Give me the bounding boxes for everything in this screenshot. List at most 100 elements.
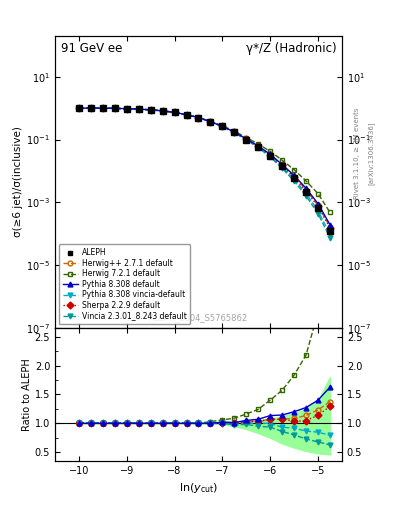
Vincia 2.3.01_8.243 default [184,112,189,118]
Herwig++ 2.7.1 default [136,106,141,112]
Pythia 8.308 default [160,108,165,114]
Pythia 8.308 vincia-default [232,130,237,136]
Pythia 8.308 vincia-default [148,107,153,113]
Sherpa 2.2.9 default [268,152,273,158]
Herwig++ 2.7.1 default [280,162,285,168]
Herwig 7.2.1 default [136,106,141,112]
Pythia 8.308 default [184,112,189,118]
Herwig 7.2.1 default [316,190,320,197]
Herwig++ 2.7.1 default [125,105,129,112]
Pythia 8.308 default [136,106,141,112]
Herwig 7.2.1 default [232,128,237,134]
Line: Herwig 7.2.1 default: Herwig 7.2.1 default [77,105,332,215]
Herwig 7.2.1 default [304,178,309,184]
Y-axis label: σ(≥6 jet)/σ(inclusive): σ(≥6 jet)/σ(inclusive) [13,126,24,238]
Pythia 8.308 default [88,105,93,111]
Vincia 2.3.01_8.243 default [148,107,153,113]
Herwig 7.2.1 default [112,105,117,112]
Herwig 7.2.1 default [172,110,177,116]
Herwig++ 2.7.1 default [256,143,261,150]
Herwig 7.2.1 default [220,123,225,129]
Sherpa 2.2.9 default [304,188,309,194]
Herwig 7.2.1 default [196,115,201,121]
Pythia 8.308 default [256,143,261,149]
Pythia 8.308 default [292,173,296,179]
Herwig++ 2.7.1 default [88,105,93,111]
Text: [arXiv:1306.3436]: [arXiv:1306.3436] [367,122,374,185]
Vincia 2.3.01_8.243 default [280,165,285,172]
Pythia 8.308 vincia-default [125,105,129,112]
Legend: ALEPH, Herwig++ 2.7.1 default, Herwig 7.2.1 default, Pythia 8.308 default, Pythi: ALEPH, Herwig++ 2.7.1 default, Herwig 7.… [59,244,191,324]
Pythia 8.308 vincia-default [292,176,296,182]
Herwig 7.2.1 default [244,135,249,141]
Vincia 2.3.01_8.243 default [136,106,141,112]
Pythia 8.308 default [232,129,237,135]
Pythia 8.308 default [101,105,105,111]
Pythia 8.308 default [77,105,81,111]
Sherpa 2.2.9 default [292,175,296,181]
Pythia 8.308 vincia-default [184,112,189,118]
Vincia 2.3.01_8.243 default [256,144,261,151]
Sherpa 2.2.9 default [160,108,165,114]
Pythia 8.308 vincia-default [77,105,81,111]
Sherpa 2.2.9 default [148,107,153,113]
Pythia 8.308 default [244,136,249,142]
Vincia 2.3.01_8.243 default [292,178,296,184]
Sherpa 2.2.9 default [244,136,249,142]
Sherpa 2.2.9 default [172,110,177,116]
Herwig++ 2.7.1 default [268,152,273,158]
Herwig++ 2.7.1 default [172,110,177,116]
Herwig++ 2.7.1 default [316,202,320,208]
Pythia 8.308 default [172,110,177,116]
Pythia 8.308 default [125,105,129,112]
Pythia 8.308 vincia-default [208,119,213,125]
Text: 91 GeV ee: 91 GeV ee [61,41,122,55]
Vincia 2.3.01_8.243 default [88,105,93,111]
Y-axis label: Ratio to ALEPH: Ratio to ALEPH [22,358,32,431]
Herwig 7.2.1 default [292,166,296,173]
Sherpa 2.2.9 default [184,112,189,118]
Pythia 8.308 vincia-default [244,137,249,143]
Herwig++ 2.7.1 default [184,112,189,118]
Sherpa 2.2.9 default [136,106,141,112]
Text: ALEPH_2004_S5765862: ALEPH_2004_S5765862 [149,313,248,322]
Sherpa 2.2.9 default [208,119,213,125]
Pythia 8.308 default [112,105,117,112]
Line: Herwig++ 2.7.1 default: Herwig++ 2.7.1 default [77,105,332,229]
Vincia 2.3.01_8.243 default [77,105,81,111]
Pythia 8.308 default [208,119,213,125]
Sherpa 2.2.9 default [196,115,201,121]
Line: Pythia 8.308 vincia-default: Pythia 8.308 vincia-default [77,105,332,237]
Sherpa 2.2.9 default [125,105,129,112]
Line: Sherpa 2.2.9 default: Sherpa 2.2.9 default [77,105,332,230]
Pythia 8.308 default [196,115,201,121]
Pythia 8.308 default [220,123,225,130]
Pythia 8.308 default [316,201,320,207]
Sherpa 2.2.9 default [220,123,225,130]
Pythia 8.308 vincia-default [172,110,177,116]
Herwig 7.2.1 default [268,148,273,155]
Pythia 8.308 default [328,222,332,228]
Pythia 8.308 vincia-default [101,105,105,111]
Herwig++ 2.7.1 default [101,105,105,111]
Vincia 2.3.01_8.243 default [268,154,273,160]
Herwig 7.2.1 default [184,112,189,118]
Vincia 2.3.01_8.243 default [160,108,165,114]
Herwig 7.2.1 default [208,118,213,124]
Sherpa 2.2.9 default [77,105,81,111]
Herwig 7.2.1 default [101,105,105,111]
Pythia 8.308 vincia-default [256,144,261,150]
X-axis label: $\ln(y_{\rm cut})$: $\ln(y_{\rm cut})$ [179,481,218,495]
Pythia 8.308 vincia-default [196,115,201,121]
Herwig 7.2.1 default [125,105,129,112]
Pythia 8.308 vincia-default [316,207,320,214]
Herwig++ 2.7.1 default [112,105,117,112]
Pythia 8.308 vincia-default [112,105,117,112]
Sherpa 2.2.9 default [328,225,332,231]
Herwig 7.2.1 default [148,107,153,113]
Herwig++ 2.7.1 default [244,136,249,142]
Vincia 2.3.01_8.243 default [232,130,237,136]
Herwig 7.2.1 default [328,209,332,216]
Pythia 8.308 vincia-default [328,231,332,238]
Vincia 2.3.01_8.243 default [101,105,105,111]
